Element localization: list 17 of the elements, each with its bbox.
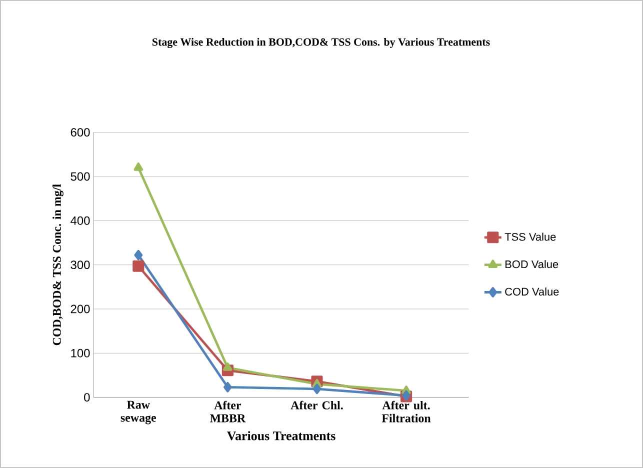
y-tick-label: 600 bbox=[70, 128, 90, 137]
x-tick-label: After ult. Filtration bbox=[382, 400, 431, 422]
x-tick-label: After Chl. bbox=[290, 400, 343, 410]
y-tick-label: 100 bbox=[71, 348, 90, 358]
y-tick-label: 400 bbox=[70, 216, 90, 225]
x-tick-label: Raw sewage bbox=[120, 400, 156, 424]
y-tick-label: 200 bbox=[70, 304, 90, 314]
chart-title: Stage Wise Reduction in BOD,COD& TSS Cons. by Various Treatments bbox=[152, 38, 490, 48]
y-axis-title: COD,BOD& TSS Conc. in mg/l bbox=[52, 184, 64, 346]
y-tick-label: 500 bbox=[70, 172, 90, 181]
y-tick-label: 300 bbox=[70, 260, 90, 270]
x-axis-title: Various Treatments bbox=[227, 431, 336, 440]
legend-label: COD Value bbox=[505, 288, 559, 296]
legend-label: TSS Value bbox=[504, 232, 556, 241]
x-tick-label: After MBBR bbox=[210, 400, 246, 422]
y-tick-label: 0 bbox=[84, 393, 90, 402]
legend-label: BOD Value bbox=[506, 260, 558, 268]
